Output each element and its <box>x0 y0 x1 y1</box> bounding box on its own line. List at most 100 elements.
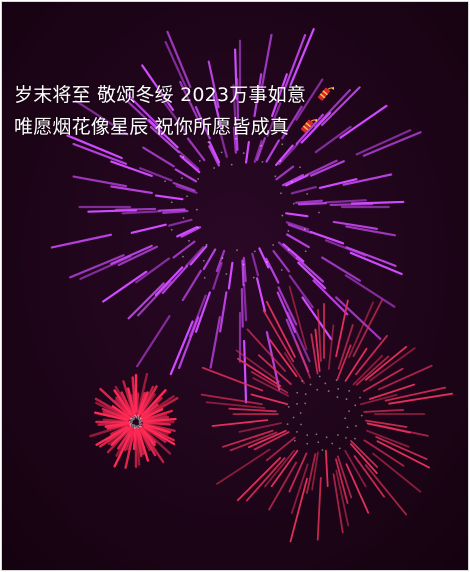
spark-streak <box>154 266 184 297</box>
spark-streak <box>107 425 132 446</box>
spark-streak <box>265 436 296 462</box>
sparkle-dot <box>346 426 349 429</box>
sparkle-dot <box>188 239 190 242</box>
spark-streak <box>352 354 383 386</box>
caption-line-2: 唯愿烟花像星辰 祝你所愿皆成真 <box>14 112 318 139</box>
spark-streak <box>258 247 270 269</box>
spark-streak <box>285 174 309 187</box>
sparkle-dot <box>345 398 348 400</box>
spark-streak <box>245 457 286 502</box>
spark-streak <box>384 386 446 402</box>
sparkle-dot <box>253 250 256 253</box>
sparkle-dot <box>203 277 206 279</box>
sparkle-dot <box>299 412 302 414</box>
sparkle-dot <box>327 390 330 392</box>
sparkle-dot <box>207 141 210 144</box>
spark-streak <box>164 41 191 96</box>
sparkle-dot <box>337 388 340 390</box>
spark-streak <box>348 301 374 359</box>
spark-streak <box>200 393 263 406</box>
spark-streak <box>174 168 198 183</box>
spark-streak <box>212 93 223 132</box>
spark-streak <box>212 261 223 290</box>
spark-streak <box>320 86 361 127</box>
sparkle-dot <box>129 424 132 427</box>
spark-streak <box>158 208 186 212</box>
spark-streak <box>355 355 390 386</box>
spark-streak <box>372 452 422 493</box>
spark-streak <box>262 309 295 363</box>
sparkle-dot <box>135 426 138 428</box>
sparkle-dot <box>317 441 320 444</box>
sparkle-dot <box>139 417 142 420</box>
sparkle-dot <box>287 249 290 251</box>
spark-streak <box>342 173 393 186</box>
sparkle-dot <box>133 416 136 419</box>
spark-streak <box>113 430 133 468</box>
spark-streak <box>123 90 162 129</box>
sparkle-dot <box>197 177 200 180</box>
spark-streak <box>209 316 221 369</box>
sparkle-dot <box>281 143 284 146</box>
spark-streak <box>297 201 327 206</box>
sparkle-dot <box>181 177 183 180</box>
spark-streak <box>72 175 127 188</box>
spark-streak <box>142 146 175 168</box>
sparkle-dot <box>135 415 138 418</box>
sparkle-dot <box>287 405 290 408</box>
spark-streak <box>243 283 248 322</box>
spark-streak <box>142 421 171 426</box>
sparkle-dot <box>306 434 309 437</box>
spark-streak <box>189 245 208 266</box>
spark-streak <box>121 210 161 215</box>
sparkle-dot <box>318 211 320 214</box>
spark-streak <box>236 456 282 502</box>
sparkle-dot <box>129 422 132 425</box>
spark-streak <box>336 455 353 499</box>
spark-streak <box>250 393 289 405</box>
sparkle-dot <box>182 156 185 158</box>
spark-streak <box>324 239 367 257</box>
sparkle-dot <box>236 249 238 251</box>
spark-streak <box>168 218 193 227</box>
spark-streak <box>325 199 367 204</box>
spark-streak <box>312 279 349 316</box>
spark-streak <box>285 212 309 218</box>
spark-streak <box>297 261 327 290</box>
spark-streak <box>178 150 200 171</box>
caption-text-2: 唯愿烟花像星辰 祝你所愿皆成真 <box>14 116 290 138</box>
spark-streak <box>137 427 151 452</box>
sparkle-dot <box>274 175 277 178</box>
spark-streak <box>345 463 370 514</box>
spark-streak <box>276 291 297 333</box>
spark-streak <box>329 202 374 207</box>
spark-streak <box>115 396 133 418</box>
sparkle-dot <box>182 255 184 258</box>
spark-streak <box>235 77 240 121</box>
spark-streak <box>115 207 157 211</box>
sparkle-dot <box>286 423 289 426</box>
spark-streak <box>110 244 153 265</box>
spark-streak <box>242 256 247 283</box>
spark-streak <box>255 277 266 313</box>
sparkle-dot <box>304 402 307 405</box>
spark-streak <box>327 324 335 370</box>
spark-streak <box>295 199 323 204</box>
spark-streak <box>336 344 352 380</box>
spark-streak <box>89 423 127 438</box>
sparkle-dot <box>299 166 301 169</box>
spark-streak <box>74 99 129 136</box>
spark-streak <box>240 287 244 328</box>
sparkle-dot <box>197 226 199 229</box>
spark-streak <box>335 299 349 358</box>
spark-streak <box>141 64 175 112</box>
spark-streak <box>283 34 307 91</box>
sparkle-dot <box>186 195 188 198</box>
sparkle-dot <box>130 420 132 422</box>
spark-streak <box>324 449 329 488</box>
spark-streak <box>123 427 135 452</box>
spark-streak <box>332 473 344 534</box>
sparkle-dot <box>135 424 137 427</box>
spark-streak <box>344 347 368 382</box>
